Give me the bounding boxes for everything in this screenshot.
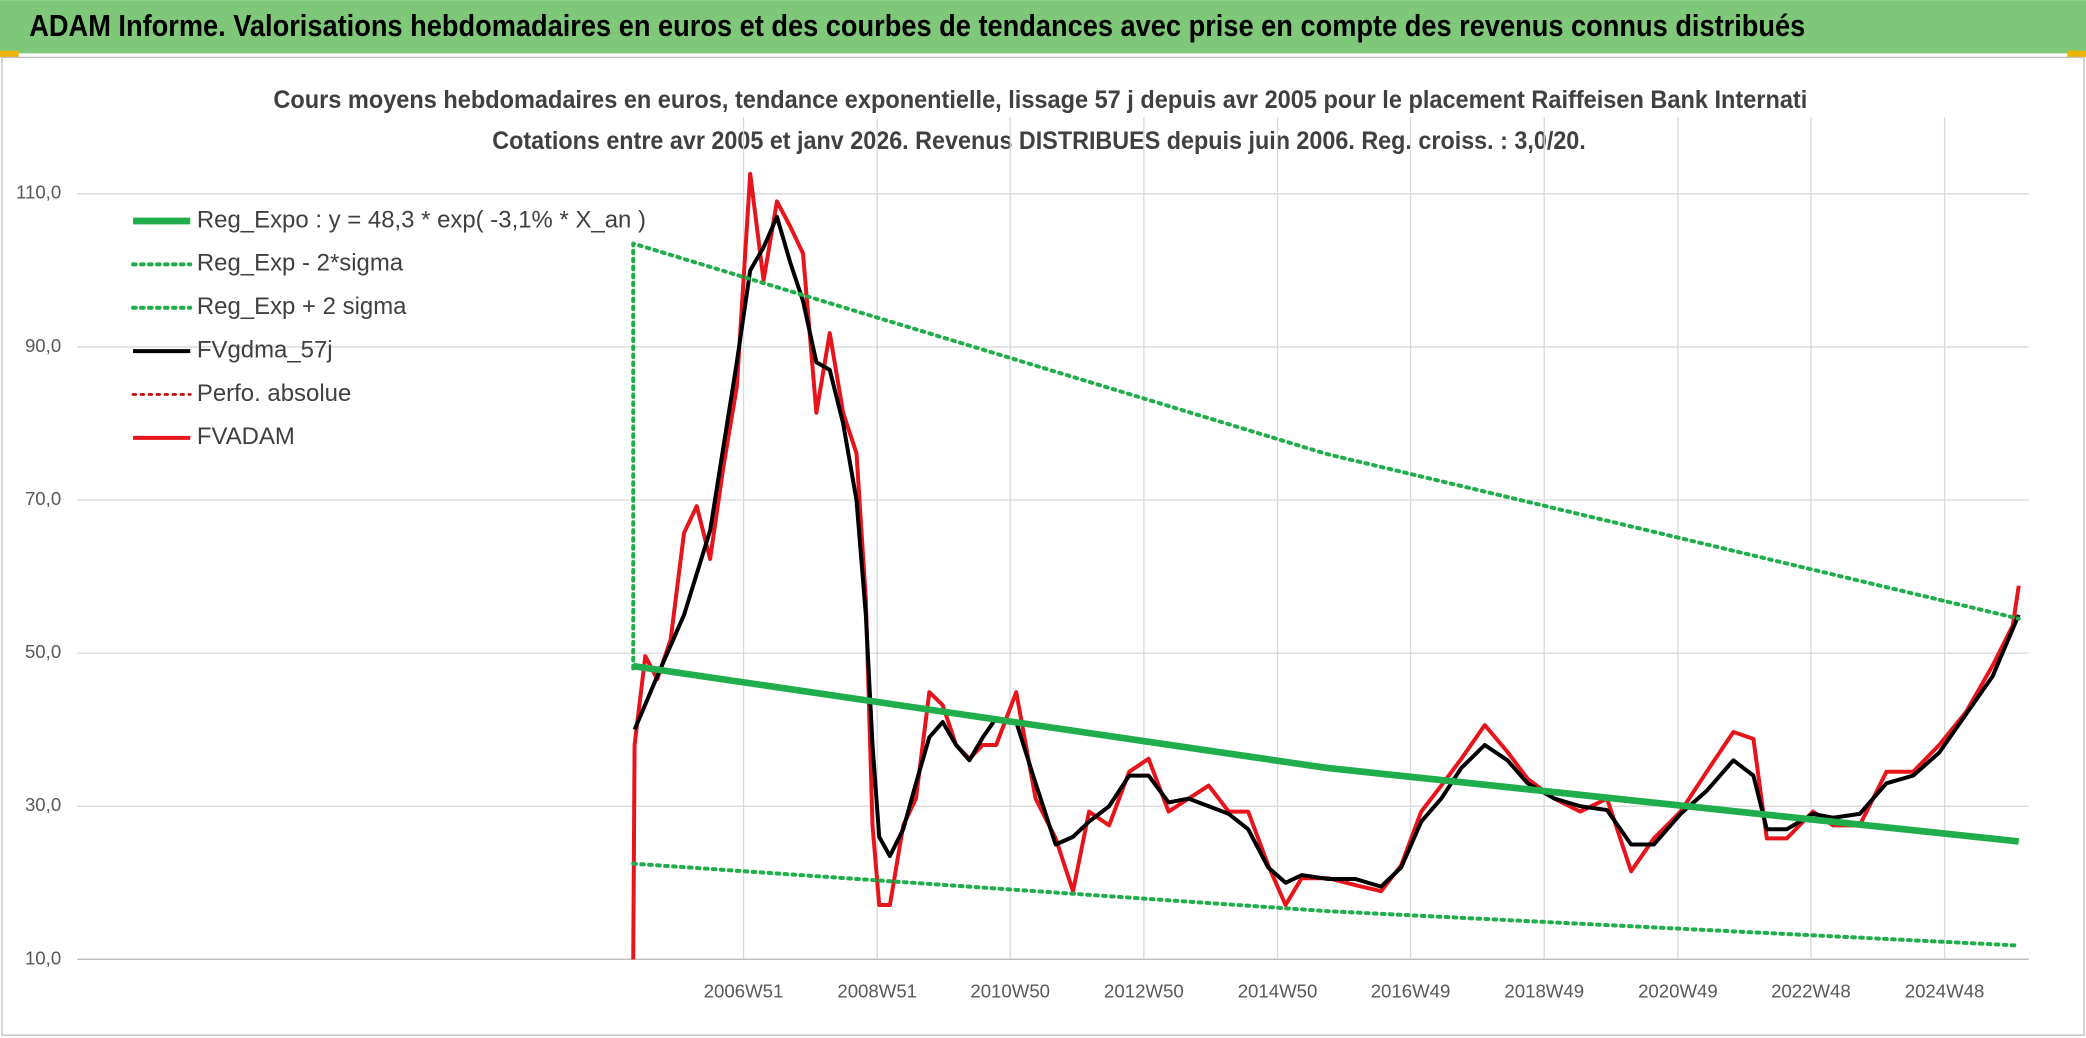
- legend-label: Reg_Exp - 2*sigma: [197, 250, 404, 277]
- series-line: [631, 171, 2021, 960]
- legend-label: Reg_Exp + 2 sigma: [197, 293, 407, 320]
- y-tick-label: 110,0: [16, 182, 61, 203]
- corner-mark: [2067, 50, 2086, 58]
- x-tick-label: 2006W51: [704, 981, 784, 1002]
- banner-bar: [0, 0, 2086, 54]
- x-tick-label: 2020W49: [1638, 981, 1718, 1002]
- x-tick-label: 2008W51: [837, 981, 917, 1002]
- y-tick-label: 50,0: [25, 641, 61, 662]
- x-tick-label: 2012W50: [1104, 981, 1184, 1002]
- x-tick-label: 2016W49: [1371, 981, 1451, 1002]
- x-tick-label: 2010W50: [970, 981, 1050, 1002]
- x-tick-label: 2014W50: [1238, 981, 1318, 1002]
- y-tick-label: 30,0: [25, 794, 61, 815]
- series-line: [632, 214, 2021, 889]
- legend-label: Reg_Expo : y = 48,3 * exp( -3,1% * X_an …: [197, 206, 646, 233]
- chart-title: Cours moyens hebdomadaires en euros, ten…: [273, 86, 1807, 114]
- chart-subtitle: Cotations entre avr 2005 et janv 2026. R…: [492, 127, 1586, 155]
- y-tick-label: 10,0: [25, 947, 61, 968]
- series-line: [631, 861, 2021, 948]
- x-tick-label: 2018W49: [1504, 981, 1584, 1002]
- y-tick-label: 90,0: [25, 335, 61, 356]
- series-line: [632, 662, 2020, 845]
- corner-mark: [0, 50, 19, 58]
- legend-label: FVADAM: [197, 423, 295, 450]
- chart-frame: [1, 56, 2085, 1036]
- y-tick-label: 70,0: [25, 488, 61, 509]
- x-tick-label: 2022W48: [1771, 981, 1851, 1002]
- legend-label: Perfo. absolue: [197, 380, 351, 407]
- x-tick-label: 2024W48: [1905, 981, 1985, 1002]
- legend-label: FVgdma_57j: [197, 336, 333, 363]
- banner-title: ADAM Informe. Valorisations hebdomadaire…: [29, 9, 1805, 43]
